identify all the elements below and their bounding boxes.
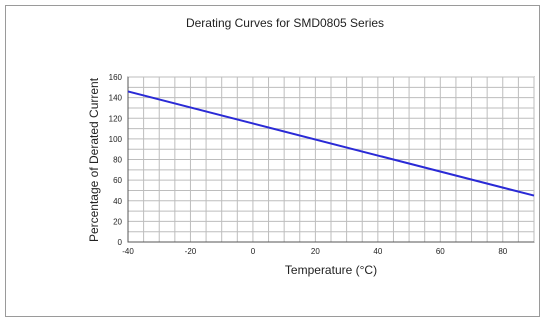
series-layer [127,90,535,197]
x-tick-label: 60 [436,247,445,256]
y-tick-label: 100 [109,135,123,144]
x-tick-label: 0 [251,247,256,256]
y-axis-label: Percentage of Derated Current [87,77,101,242]
y-tick-label: 0 [118,238,123,247]
y-tick-label: 60 [113,176,122,185]
x-axis-label: Temperature (°C) [285,263,377,277]
y-tick-label: 20 [113,217,122,226]
x-tick-label: 40 [373,247,382,256]
y-tick-labels: 0 20 40 60 80 100 120 140 160 [109,73,123,247]
grid-layer [127,76,535,243]
x-tick-label: -20 [185,247,197,256]
chart-title: Derating Curves for SMD0805 Series [186,16,384,30]
y-tick-label: 80 [113,156,122,165]
y-tick-label: 40 [113,197,122,206]
x-tick-label: 20 [311,247,320,256]
x-tick-labels: -40 -20 0 20 40 60 80 [122,247,508,256]
x-tick-label: -40 [122,247,134,256]
x-tick-label: 80 [498,247,507,256]
y-tick-label: 120 [109,114,123,123]
y-tick-label: 140 [109,94,123,103]
y-tick-label: 160 [109,73,123,82]
series-line [127,90,535,197]
